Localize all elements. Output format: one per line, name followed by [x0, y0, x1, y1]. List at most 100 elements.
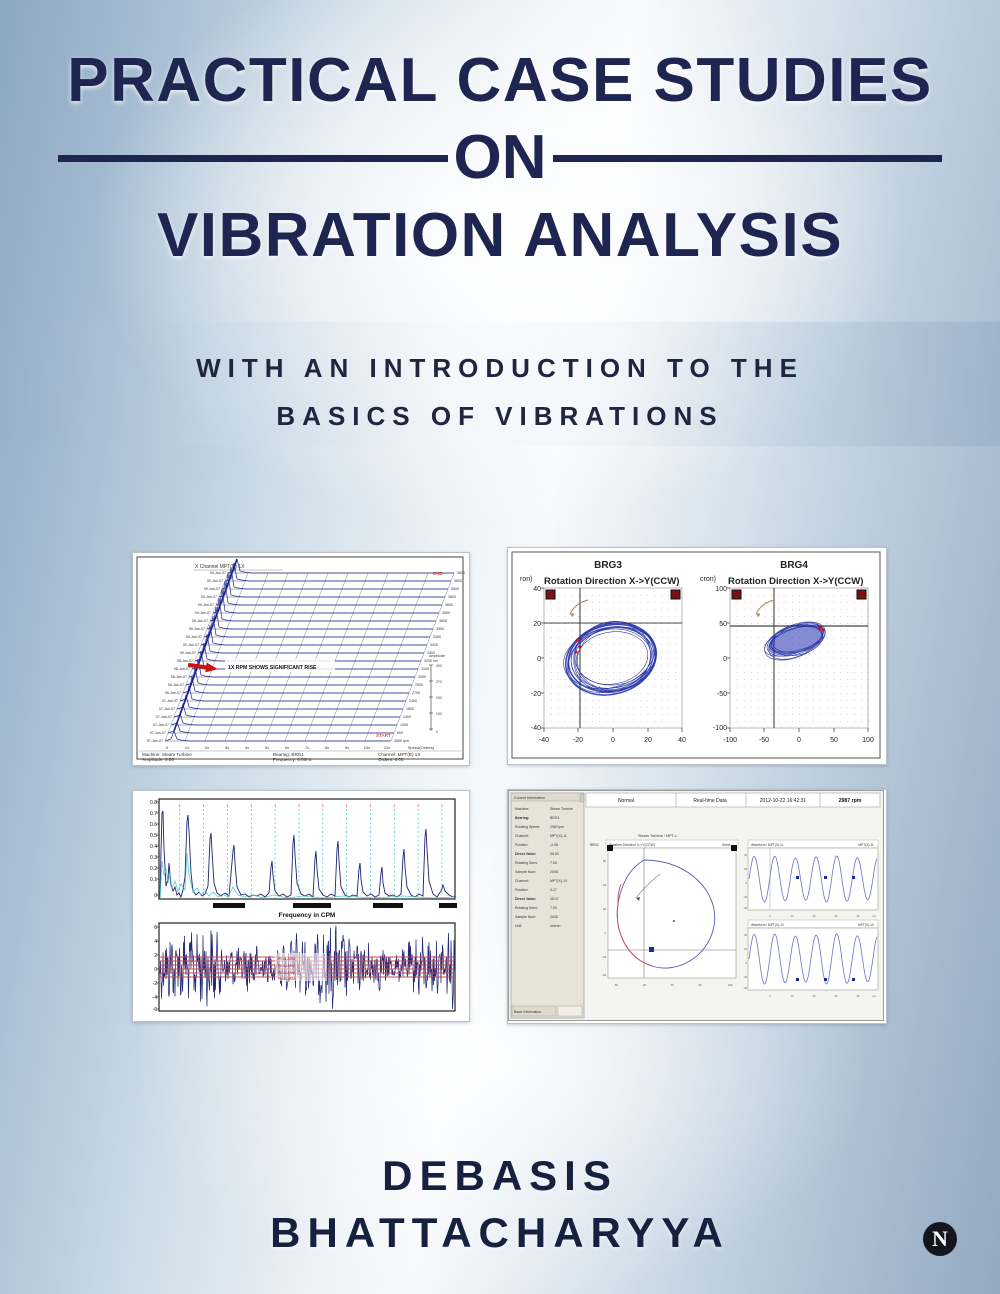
svg-text:60: 60 — [603, 859, 607, 863]
software-orbit-title: Steam Turbine / MPT-1 — [638, 834, 677, 838]
svg-text:0: 0 — [166, 745, 169, 750]
svg-text:1: 1 — [441, 803, 444, 808]
svg-text:40: 40 — [744, 853, 747, 857]
title-block: PRACTICAL CASE STUDIES ON VIBRATION ANAL… — [0, 48, 1000, 268]
svg-text:0.3: 0.3 — [150, 855, 157, 861]
svg-text:1: 1 — [202, 803, 205, 808]
svg-text:Channel:: Channel: — [515, 834, 529, 838]
svg-text:um: um — [433, 659, 438, 663]
svg-text:0: 0 — [436, 730, 438, 734]
orbit-brg4-yticks: 100 50 0 -50 -100 — [713, 586, 727, 732]
svg-text:40: 40 — [533, 586, 541, 593]
spectrum-plot: 0.8 0.7 0.6 0.5 0.4 0.3 0.2 0.1 0 1 1 1 1 1 1 1 1 1 1… — [150, 798, 457, 919]
svg-text:MPT(X)-1V: MPT(X)-1V — [550, 879, 568, 883]
waterfall-footer: Machine: Steam Turbine Amplitude: 0.00 B… — [142, 752, 420, 762]
svg-text:Orders: 0.00: Orders: 0.00 — [378, 757, 404, 762]
spectrum-yticks: 0.8 0.7 0.6 0.5 0.4 0.3 0.2 0.1 0 — [150, 800, 157, 899]
svg-text:Rotating Sens:: Rotating Sens: — [515, 861, 538, 865]
svg-text:09-Jan-07: 09-Jan-07 — [195, 611, 211, 615]
svg-text:Sample Num:: Sample Num: — [515, 870, 536, 874]
svg-text:5x: 5x — [265, 745, 269, 750]
svg-text:Amplitude: 0.00: Amplitude: 0.00 — [142, 757, 174, 762]
svg-text:0: 0 — [769, 914, 771, 918]
svg-text:4.27: 4.27 — [550, 888, 557, 892]
svg-text:-6: -6 — [153, 1007, 158, 1013]
svg-text:60: 60 — [698, 983, 702, 987]
svg-text:07-Jan-07: 07-Jan-07 — [159, 707, 175, 711]
svg-text:20: 20 — [603, 907, 607, 911]
svg-text:200: 200 — [436, 696, 442, 700]
svg-text:2987rpm: 2987rpm — [550, 825, 564, 829]
svg-text:Rotating Speed:: Rotating Speed: — [515, 825, 540, 829]
svg-text:10: 10 — [791, 994, 794, 998]
svg-text:0.1: 0.1 — [150, 877, 157, 883]
orbit-brg4-yunit: cron) — [700, 576, 716, 583]
svg-text:-40: -40 — [743, 986, 747, 990]
svg-text:20: 20 — [644, 737, 652, 744]
svg-text:3600: 3600 — [439, 619, 447, 623]
waveform-yticks: 6 4 2 0 -2 -4 -6 — [153, 925, 158, 1013]
waterfall-svg: X Channel MPT(B) 1X — [133, 553, 467, 763]
svg-text:10x: 10x — [364, 745, 370, 750]
software-waveform-bottom: Waveform / MPT(X)-1V MPT(X)-1V 40 20 0 -20… — [743, 919, 879, 998]
svg-text:600: 600 — [397, 731, 403, 735]
svg-text:Bearing:: Bearing: — [515, 816, 529, 820]
svg-text:40: 40 — [744, 933, 747, 937]
svg-text:7x: 7x — [305, 745, 309, 750]
svg-text:3200: 3200 — [424, 659, 432, 663]
svg-text:2400: 2400 — [409, 699, 417, 703]
info-panel-footer: Basic Information — [514, 1010, 541, 1014]
svg-text:09-Jan-07: 09-Jan-07 — [192, 619, 208, 623]
svg-text:6x: 6x — [285, 745, 289, 750]
svg-text:8x: 8x — [325, 745, 329, 750]
svg-text:09-Jan-07: 09-Jan-07 — [189, 627, 205, 631]
svg-text:-2: -2 — [153, 981, 158, 987]
svg-text:40: 40 — [678, 737, 686, 744]
svg-text:09-Jan-07: 09-Jan-07 — [201, 595, 217, 599]
svg-text:Amplitude: Amplitude — [429, 654, 445, 658]
svg-text:Direct Value:: Direct Value: — [515, 897, 536, 901]
scroll-thumb — [579, 793, 585, 803]
svg-text:0: 0 — [604, 931, 606, 935]
svg-text:3600: 3600 — [457, 571, 465, 575]
orbit-brg4-title: BRG4 — [780, 560, 808, 571]
svg-text:3600: 3600 — [451, 587, 459, 591]
svg-text:0: 0 — [723, 656, 727, 663]
svg-text:PK ALARM: PK ALARM — [278, 957, 295, 961]
svg-text:ms: ms — [872, 915, 876, 918]
svg-text:3x: 3x — [225, 745, 229, 750]
svg-text:100: 100 — [436, 712, 442, 716]
wave-top-title: Waveform / MPT(X)-1L — [751, 843, 784, 847]
svg-text:48.47: 48.47 — [550, 897, 559, 901]
svg-text:-40: -40 — [743, 906, 747, 910]
svg-text:100: 100 — [862, 737, 874, 744]
info-panel-title: Current Information — [514, 796, 545, 800]
info-rows: Machine: Steam Turbine Bearing: BRG1 Rot… — [515, 807, 573, 928]
svg-text:10: 10 — [791, 914, 794, 918]
svg-text:-100: -100 — [713, 725, 727, 732]
svg-text:20: 20 — [744, 947, 747, 951]
svg-text:40: 40 — [603, 883, 607, 887]
svg-text:1000: 1000 — [400, 723, 408, 727]
svg-text:09-Jan-07: 09-Jan-07 — [207, 579, 223, 583]
svg-text:Position:: Position: — [515, 888, 528, 892]
software-orbit-left-tag: BRG1 — [590, 843, 599, 847]
svg-text:0.5: 0.5 — [150, 833, 157, 839]
svg-text:0.2: 0.2 — [150, 866, 157, 872]
svg-text:Machine:: Machine: — [515, 807, 529, 811]
svg-text:08-Jan-07: 08-Jan-07 — [171, 675, 187, 679]
software-toolbar[interactable]: Normal Real-time Data 2012-10-22 16:42:3… — [585, 792, 881, 808]
svg-text:2700: 2700 — [412, 691, 420, 695]
svg-text:3100: 3100 — [421, 667, 429, 671]
svg-text:09-Jan-07: 09-Jan-07 — [180, 651, 196, 655]
svg-text:Machine: Steam Turbine: Machine: Steam Turbine — [142, 752, 192, 757]
svg-text:0: 0 — [769, 994, 771, 998]
toolbar-speed: 2987 rpm — [839, 798, 862, 804]
svg-text:-20: -20 — [531, 691, 541, 698]
author-name: DEBASIS BHATTACHARYYA — [0, 1148, 1000, 1261]
svg-text:07-Jan-07: 07-Jan-07 — [162, 699, 178, 703]
svg-text:50: 50 — [830, 737, 838, 744]
spectrum-svg: 0.8 0.7 0.6 0.5 0.4 0.3 0.2 0.1 0 1 1 1 1 1 1 1 1 1 1… — [133, 791, 467, 1019]
svg-text:3600: 3600 — [442, 611, 450, 615]
